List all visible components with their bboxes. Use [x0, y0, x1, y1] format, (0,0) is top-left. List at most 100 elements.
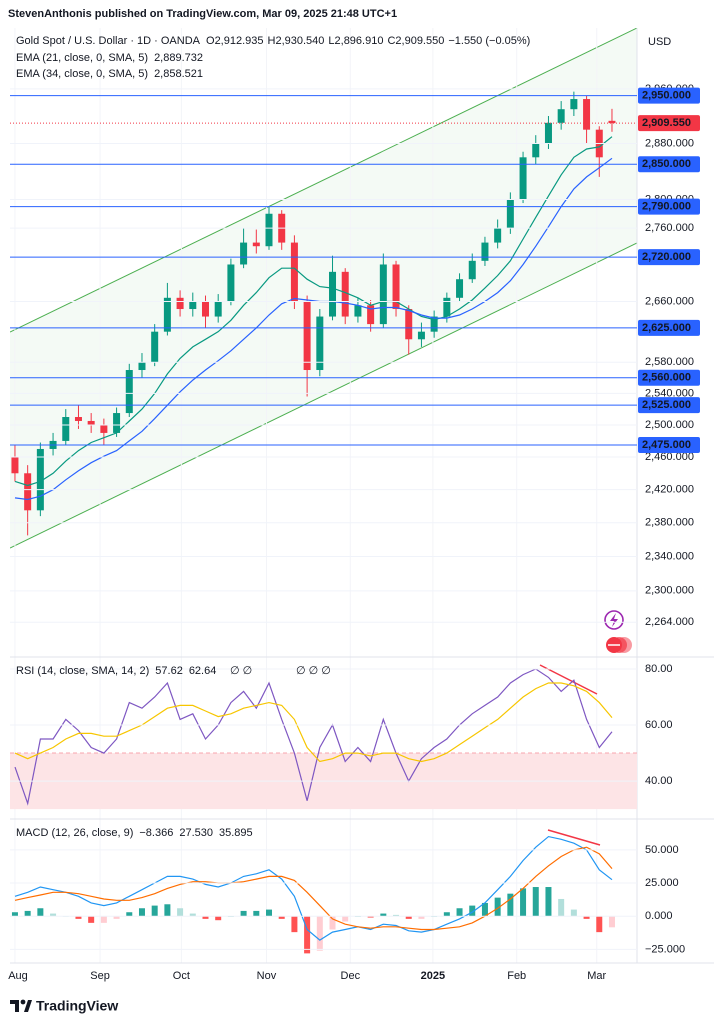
- candle-body: [341, 271, 349, 317]
- candle-body: [100, 424, 108, 433]
- ema-line: [14, 157, 613, 501]
- level-badge: [638, 319, 700, 336]
- macd-histogram-bar: [100, 916, 107, 923]
- macd-histogram-bar: [342, 916, 349, 922]
- macd-histogram-bar: [278, 916, 285, 919]
- candle-body: [290, 242, 298, 302]
- candle-body: [189, 301, 197, 310]
- macd-histogram-bar: [253, 910, 260, 917]
- macd-divergence: [547, 829, 601, 846]
- candle-body: [481, 242, 489, 261]
- legend-text: 62.64: [189, 665, 217, 677]
- legend-text: C: [387, 35, 395, 47]
- rsi-divergence: [539, 664, 598, 695]
- macd-histogram-bar: [50, 913, 57, 917]
- candle-body: [494, 228, 502, 243]
- candle-body: [532, 143, 540, 158]
- level-badge: [638, 156, 700, 173]
- candle-body: [379, 264, 387, 325]
- legend-text: L: [328, 35, 334, 47]
- macd-histogram-bar: [507, 893, 514, 917]
- level-label: 2,625.000: [642, 322, 691, 334]
- macd-histogram-bar: [456, 908, 463, 917]
- macd-histogram-bar: [443, 912, 450, 917]
- macd-histogram-bar: [202, 916, 209, 919]
- macd-histogram-bar: [177, 908, 184, 917]
- x-tick-label: 2025: [421, 970, 445, 982]
- replay-icon[interactable]: [604, 610, 624, 630]
- indicator-line: [14, 668, 613, 806]
- events-icon[interactable]: [606, 637, 632, 653]
- x-tick-label: Sep: [90, 970, 110, 982]
- macd-histogram-bar: [215, 916, 222, 921]
- legend-text: O: [206, 35, 215, 47]
- candle-body: [36, 448, 44, 511]
- level-label: 2,720.000: [642, 251, 691, 263]
- candle-body: [151, 331, 159, 363]
- candle-body: [303, 301, 311, 371]
- indicator-pane: [11, 835, 615, 954]
- macd-histogram-bar: [304, 916, 311, 954]
- candle-body: [176, 297, 184, 310]
- y-tick-label: 25.000: [645, 877, 679, 889]
- indicator-line: [14, 846, 613, 931]
- legend-text: RSI (14, close, SMA, 14, 2): [16, 665, 149, 677]
- y-tick-label: 2,300.000: [645, 585, 694, 597]
- macd-histogram-bar: [558, 898, 565, 917]
- last-price-label: 2,909.550: [642, 117, 691, 129]
- indicator-line: [14, 835, 613, 941]
- level-badge: [638, 87, 700, 104]
- macd-histogram-bar: [113, 916, 120, 919]
- macd-histogram-bar: [24, 910, 31, 917]
- macd-histogram-bar: [138, 908, 145, 917]
- channel-fill: [10, 28, 637, 548]
- y-tick-label: 2,340.000: [645, 550, 694, 562]
- legend-extra: ∅ ∅: [230, 665, 252, 677]
- indicator-line: [14, 682, 613, 763]
- candle-body: [62, 417, 70, 441]
- macd-histogram-bar: [570, 909, 577, 917]
- candle-body: [227, 264, 235, 302]
- y-tick-label: 0.000: [645, 910, 673, 922]
- macd-histogram-bar: [608, 916, 615, 928]
- candle-body: [417, 331, 425, 340]
- legend-text: 2,858.521: [154, 68, 203, 80]
- x-tick-label: Feb: [507, 970, 526, 982]
- y-tick-label: 2,500.000: [645, 419, 694, 431]
- brand-name: TradingView: [36, 998, 118, 1014]
- candle-body: [570, 99, 578, 110]
- currency-label: USD: [648, 36, 671, 48]
- macd-histogram-bar: [329, 916, 336, 930]
- macd-histogram-bar: [418, 916, 425, 919]
- level-label: 2,850.000: [642, 158, 691, 170]
- candle-body: [163, 297, 171, 332]
- x-tick-label: Oct: [173, 970, 190, 982]
- candle-body: [113, 413, 121, 433]
- x-tick-label: Aug: [8, 970, 28, 982]
- candle-body: [11, 457, 19, 474]
- candle-body: [557, 109, 565, 123]
- macd-histogram-bar: [532, 887, 539, 917]
- candle-body: [443, 297, 451, 317]
- candle-body: [214, 301, 222, 317]
- y-tick-label: 2,580.000: [645, 356, 694, 368]
- brand-logo: [10, 999, 32, 1012]
- candle-body: [316, 316, 324, 371]
- candle-body: [74, 417, 82, 421]
- channel-lower: [10, 242, 637, 549]
- background-layer: [10, 28, 637, 963]
- x-tick-label: Nov: [257, 970, 277, 982]
- level-badge: [638, 397, 700, 414]
- macd-histogram-bar: [380, 913, 387, 917]
- legend-text: Gold Spot / U.S. Dollar · 1D · OANDA: [16, 35, 201, 47]
- macd-histogram-bar: [75, 916, 82, 919]
- y-tick-label: 50.000: [645, 844, 679, 856]
- legend-text: MACD (12, 26, close, 9): [16, 827, 133, 839]
- macd-histogram-bar: [481, 902, 488, 917]
- legend-extra: ∅ ∅ ∅: [296, 665, 331, 677]
- candle-body: [240, 242, 248, 265]
- legend-text: EMA (34, close, 0, SMA, 5): [16, 68, 148, 80]
- macd-histogram-bar: [37, 908, 44, 917]
